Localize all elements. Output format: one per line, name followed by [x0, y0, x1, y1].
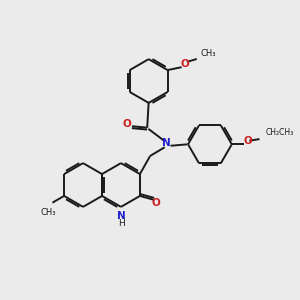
- Text: O: O: [243, 136, 252, 146]
- Text: O: O: [122, 119, 131, 130]
- Text: O: O: [181, 59, 190, 69]
- Text: N: N: [162, 138, 170, 148]
- Text: N: N: [117, 211, 126, 221]
- Text: CH₃: CH₃: [41, 208, 56, 217]
- Text: CH₃: CH₃: [201, 49, 216, 58]
- Text: CH₂CH₃: CH₂CH₃: [265, 128, 294, 137]
- Text: O: O: [152, 198, 161, 208]
- Text: H: H: [118, 219, 125, 228]
